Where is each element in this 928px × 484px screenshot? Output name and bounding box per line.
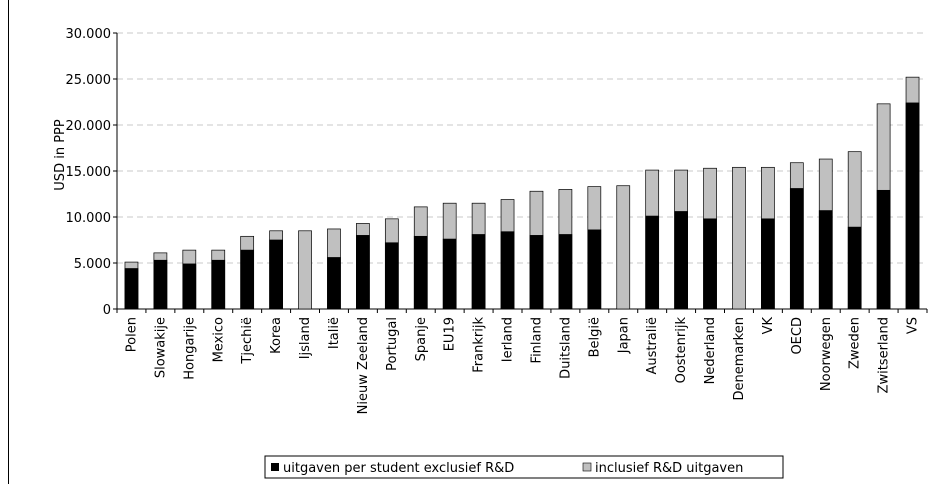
bar-exclusief (472, 234, 485, 309)
x-category-label: Frankrijk (472, 317, 487, 373)
x-category-label: Korea (269, 317, 284, 354)
bar-exclusief (559, 234, 572, 309)
bar-exclusief (761, 219, 774, 309)
bar-exclusief (414, 236, 427, 309)
y-tick-label: 25.000 (66, 73, 112, 88)
y-tick-label: 15.000 (66, 165, 112, 180)
y-tick-label: 5.000 (74, 257, 111, 272)
legend-swatch-inclusief (583, 463, 591, 471)
x-category-label: Duitsland (558, 317, 573, 379)
y-axis-label: USD in PPP (53, 119, 68, 191)
x-category-label: Nieuw Zeeland (356, 317, 371, 414)
x-category-label: Australië (645, 317, 660, 375)
gridlines (117, 33, 927, 263)
bar-exclusief (327, 257, 340, 309)
legend-label-inclusief: inclusief R&D uitgaven (595, 461, 743, 476)
bar-exclusief (385, 243, 398, 309)
bar-exclusief (646, 216, 659, 309)
bar-exclusief (501, 232, 514, 309)
x-category-label: Noorwegen (819, 317, 834, 391)
y-tick-label: 10.000 (66, 211, 112, 226)
x-category-label: VS (906, 317, 921, 334)
x-category-label: Denemarken (732, 317, 747, 401)
x-category-label: OECD (790, 317, 805, 355)
bars (125, 77, 919, 309)
x-category-label: Japan (616, 317, 631, 354)
bar-exclusief (819, 211, 832, 309)
bar-exclusief (675, 211, 688, 309)
y-tick-label: 30.000 (66, 27, 112, 42)
bar-exclusief (704, 219, 717, 309)
x-category-label: Finland (529, 317, 544, 363)
x-category-label: Polen (124, 317, 139, 352)
bar-exclusief (154, 260, 167, 309)
x-category-label: VK (761, 317, 776, 335)
x-category-label: Spanje (414, 317, 429, 361)
bar-exclusief (530, 235, 543, 309)
bar-exclusief (212, 260, 225, 309)
x-category-label: Zwitserland (877, 317, 892, 393)
bar-exclusief (443, 239, 456, 309)
x-tick-labels: Polen Slowakije Hongarije Mexico Tjechië Kore… (124, 317, 920, 415)
axes (113, 33, 927, 313)
x-category-label: Mexico (211, 317, 226, 362)
bar-exclusief (125, 269, 138, 309)
x-category-label: Nederland (703, 317, 718, 384)
bar-inclusief (617, 186, 630, 309)
x-category-label: Italië (327, 317, 342, 349)
bar-exclusief (790, 188, 803, 309)
y-tick-labels: 0 5.000 10.000 15.000 20.000 25.000 30.000 (66, 27, 112, 318)
x-category-label: Zweden (848, 317, 863, 369)
x-category-label: Slowakije (153, 317, 168, 378)
bar-exclusief (183, 264, 196, 309)
legend: uitgaven per student exclusief R&D inclu… (265, 456, 783, 478)
x-category-label: Ijsland (298, 317, 313, 359)
bar-exclusief (588, 230, 601, 309)
bar-exclusief (848, 227, 861, 309)
bar-inclusief (732, 167, 745, 309)
x-category-label: België (587, 317, 602, 357)
legend-label-exclusief: uitgaven per student exclusief R&D (283, 461, 514, 476)
x-category-label: Ierland (501, 317, 516, 362)
bar-exclusief (356, 235, 369, 309)
bar-exclusief (877, 190, 890, 309)
bar-inclusief (299, 231, 312, 309)
y-tick-label: 20.000 (66, 119, 112, 134)
x-category-label: EU19 (443, 317, 458, 351)
bar-exclusief (241, 250, 254, 309)
bar-exclusief (270, 240, 283, 309)
y-tick-label: 0 (103, 303, 111, 318)
x-category-label: Hongarije (182, 317, 197, 380)
legend-swatch-exclusief (271, 463, 279, 471)
bar-exclusief (906, 103, 919, 309)
x-category-label: Tjechië (240, 317, 255, 365)
x-category-label: Oostenrijk (674, 317, 689, 384)
x-category-label: Portugal (385, 317, 400, 371)
